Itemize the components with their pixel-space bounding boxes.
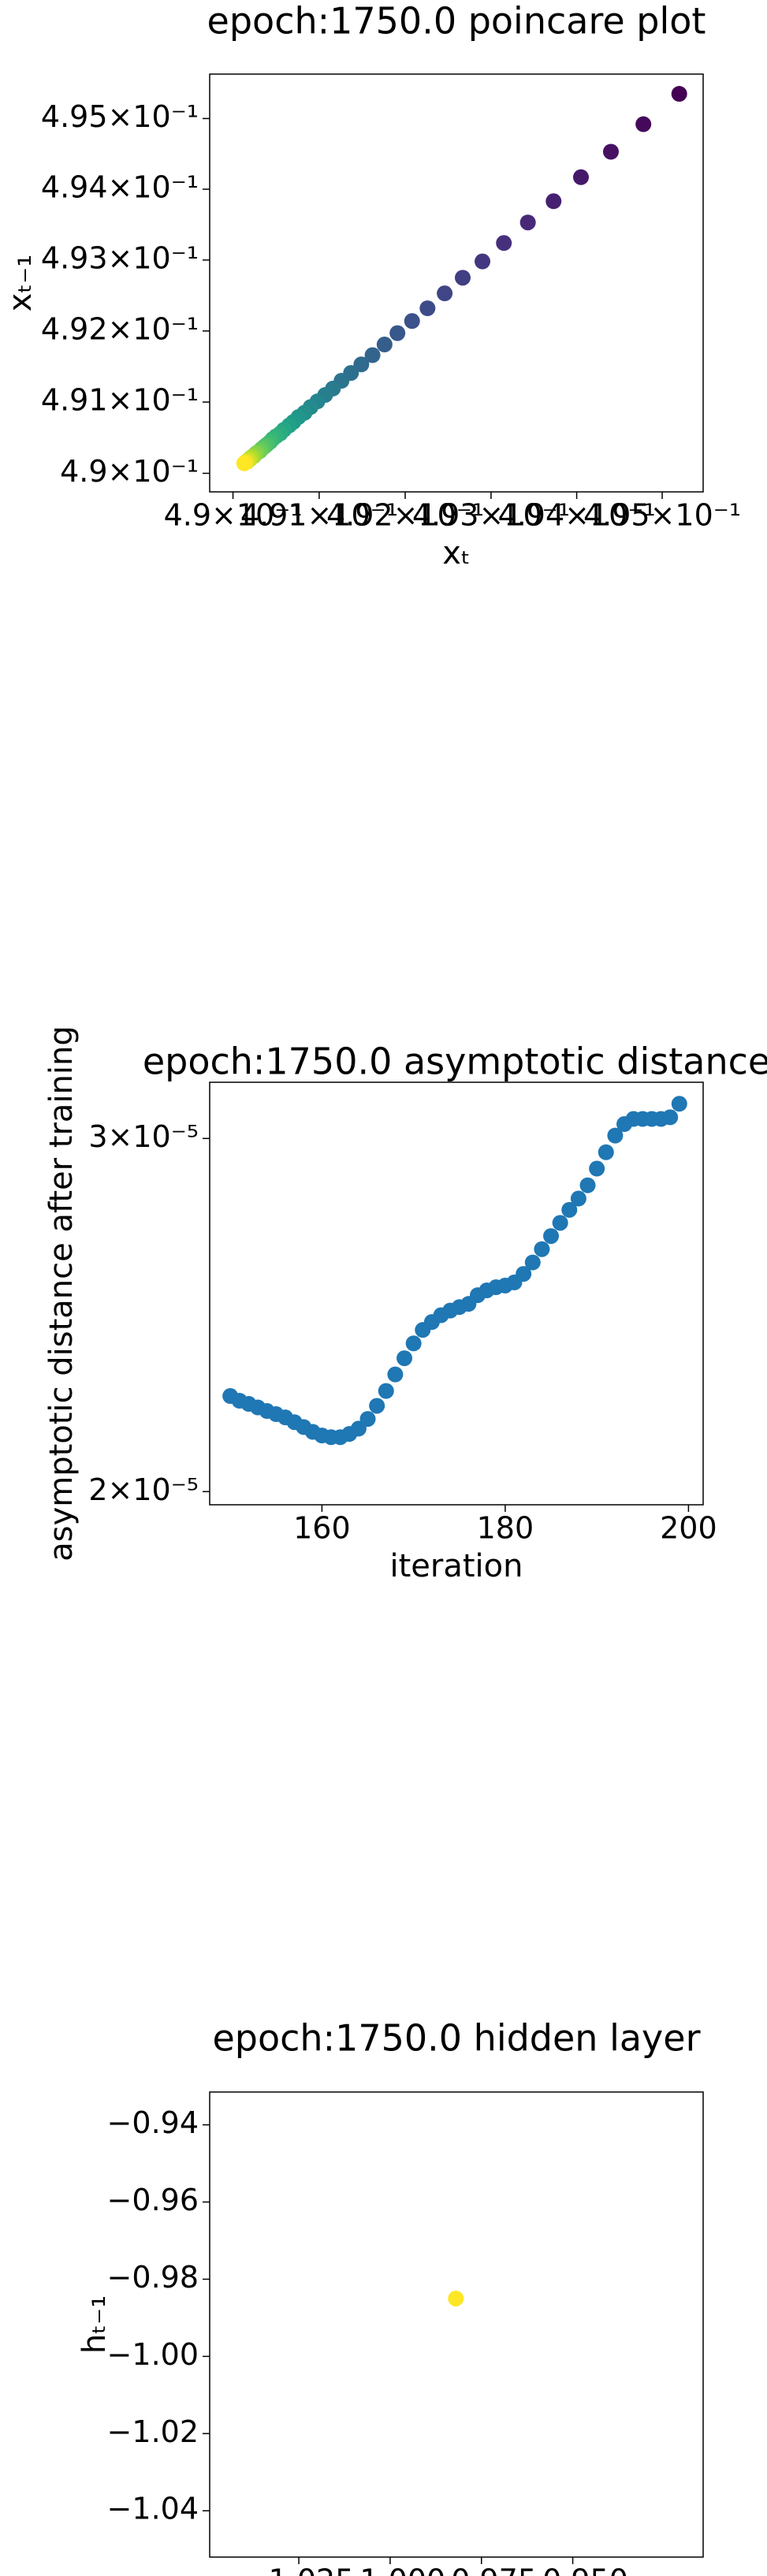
y-tick-label: 4.94×10⁻¹ [41, 170, 199, 205]
point [671, 86, 687, 102]
x-tick-label: −0.950 [517, 2563, 628, 2576]
y-tick-label: 3×10⁻⁵ [88, 1119, 199, 1154]
x-tick-label: 4.9×10⁻¹ [164, 498, 303, 533]
x-axis-label: iteration [390, 1548, 523, 1584]
point [552, 1215, 568, 1231]
y-tick-label: −0.96 [107, 2183, 199, 2217]
point [519, 214, 536, 231]
x-axis-label: xₜ [442, 535, 470, 571]
y-tick-label: −1.00 [107, 2337, 199, 2372]
point [378, 1383, 394, 1399]
point [369, 1398, 385, 1414]
x-tick-label: 4.93×10⁻¹ [412, 498, 570, 533]
point [236, 455, 252, 471]
point [598, 1144, 614, 1160]
point [662, 1109, 679, 1126]
y-tick-label: 4.9×10⁻¹ [60, 454, 199, 489]
point [607, 1127, 624, 1144]
point [454, 270, 471, 286]
x-tick-label: 160 [293, 1511, 351, 1546]
point [364, 347, 381, 363]
y-tick-label: 4.92×10⁻¹ [41, 311, 199, 346]
point [671, 1096, 687, 1112]
point [572, 169, 589, 185]
point [419, 300, 436, 317]
y-axis-label: xₜ₋₁ [2, 255, 39, 312]
x-tick-label: 4.95×10⁻¹ [583, 498, 741, 533]
chart-title: epoch:1750.0 hidden layer [213, 2017, 701, 2060]
point [570, 1190, 586, 1207]
x-tick-label: 200 [660, 1511, 717, 1546]
y-tick-label: −0.98 [107, 2260, 199, 2295]
y-tick-label: 4.91×10⁻¹ [41, 383, 199, 418]
point [579, 1177, 596, 1193]
point [405, 1335, 422, 1352]
point [376, 337, 393, 353]
x-tick-label: 4.94×10⁻¹ [498, 498, 656, 533]
point [543, 1228, 560, 1245]
x-tick-label: −1.025 [244, 2563, 355, 2576]
point [404, 313, 420, 329]
point [561, 1201, 578, 1218]
x-tick-label: −1.000 [335, 2563, 446, 2576]
y-axis-label: hₜ₋₁ [76, 2295, 113, 2354]
y-tick-label: −1.04 [107, 2492, 199, 2526]
y-tick-label: 4.93×10⁻¹ [41, 240, 199, 275]
point [545, 193, 562, 210]
point [496, 235, 512, 251]
y-axis-label: asymptotic distance after training [43, 1026, 80, 1562]
y-tick-label: −1.02 [107, 2414, 199, 2449]
point [387, 1366, 404, 1383]
x-tick-label: 4.92×10⁻¹ [326, 498, 484, 533]
point [635, 116, 652, 132]
y-tick-label: 2×10⁻⁵ [88, 1472, 199, 1507]
point [437, 285, 453, 302]
chart-title: epoch:1750.0 asymptotic distance [143, 1040, 767, 1083]
point [534, 1241, 550, 1257]
point [475, 253, 491, 270]
point [389, 325, 406, 341]
axes-frame [209, 1081, 704, 1506]
x-tick-label: 4.91×10⁻¹ [240, 498, 398, 533]
x-tick-label: 180 [477, 1511, 534, 1546]
point [359, 1411, 376, 1428]
point [602, 143, 619, 160]
point [589, 1160, 605, 1177]
axes-frame [209, 2091, 704, 2558]
chart-title: epoch:1750.0 poincare plot [207, 0, 706, 43]
point [397, 1350, 413, 1367]
point [524, 1254, 541, 1271]
y-tick-label: −0.94 [107, 2105, 199, 2140]
point [516, 1266, 532, 1282]
point [448, 2290, 464, 2306]
axes-frame [209, 73, 704, 493]
y-tick-label: 4.95×10⁻¹ [41, 99, 199, 134]
x-tick-label: −0.975 [426, 2563, 537, 2576]
